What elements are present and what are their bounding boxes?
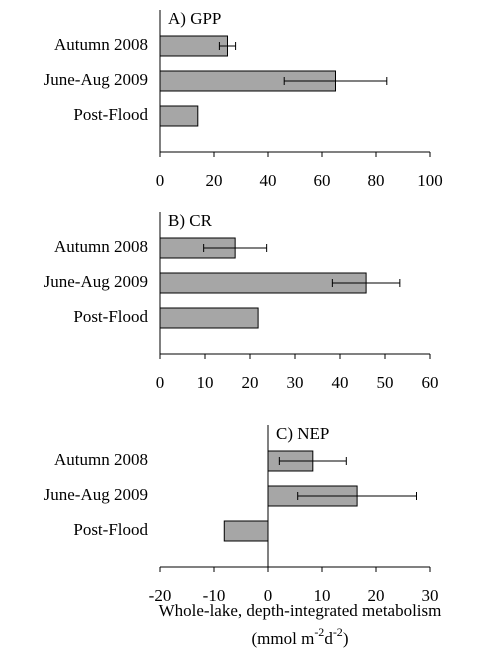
error-bar: [297, 492, 417, 500]
x-axis-label: Whole-lake, depth-integrated metabolism: [159, 601, 442, 620]
x-tick-label: 80: [368, 171, 385, 190]
y-tick-label: Post-Flood: [73, 520, 148, 539]
x-tick-label: 60: [422, 373, 439, 392]
x-tick-label: -20: [149, 586, 172, 605]
x-tick-label: 20: [206, 171, 223, 190]
y-tick-label: Autumn 2008: [54, 35, 148, 54]
bar: [159, 105, 199, 127]
x-tick-label: 10: [314, 586, 331, 605]
x-tick-label: -10: [203, 586, 226, 605]
x-tick-label: 10: [197, 373, 214, 392]
x-tick-label: 0: [264, 586, 273, 605]
x-tick-label: 30: [287, 373, 304, 392]
panel-title: C) NEP: [276, 424, 329, 443]
bar: [159, 35, 228, 57]
x-tick-label: 0: [156, 171, 165, 190]
x-tick-label: 30: [422, 586, 439, 605]
y-tick-label: Post-Flood: [73, 105, 148, 124]
unit-part: d: [324, 629, 333, 648]
y-tick-label: Autumn 2008: [54, 237, 148, 256]
y-tick-label: June-Aug 2009: [44, 272, 148, 291]
bar: [223, 520, 269, 542]
y-tick-label: June-Aug 2009: [44, 485, 148, 504]
unit-part: ): [343, 629, 349, 648]
y-tick-label: June-Aug 2009: [44, 70, 148, 89]
x-tick-label: 50: [377, 373, 394, 392]
unit-sup: -2: [314, 625, 324, 639]
x-tick-label: 40: [260, 171, 277, 190]
x-tick-label: 40: [332, 373, 349, 392]
x-tick-label: 20: [242, 373, 259, 392]
unit-part: (mmol m: [252, 629, 315, 648]
x-tick-label: 20: [368, 586, 385, 605]
error-bar: [283, 77, 388, 85]
x-axis-unit: (mmol m-2d-2): [252, 625, 349, 648]
x-tick-label: 60: [314, 171, 331, 190]
x-tick-label: 0: [156, 373, 165, 392]
bar: [159, 307, 259, 329]
unit-sup: -2: [333, 625, 343, 639]
error-bar: [218, 42, 237, 50]
error-bar: [203, 244, 268, 252]
y-tick-label: Post-Flood: [73, 307, 148, 326]
x-tick-label: 100: [417, 171, 443, 190]
error-bar: [278, 457, 347, 465]
error-bar: [331, 279, 401, 287]
panel-title: B) CR: [168, 211, 213, 230]
y-tick-label: Autumn 2008: [54, 450, 148, 469]
panel-title: A) GPP: [168, 9, 221, 28]
